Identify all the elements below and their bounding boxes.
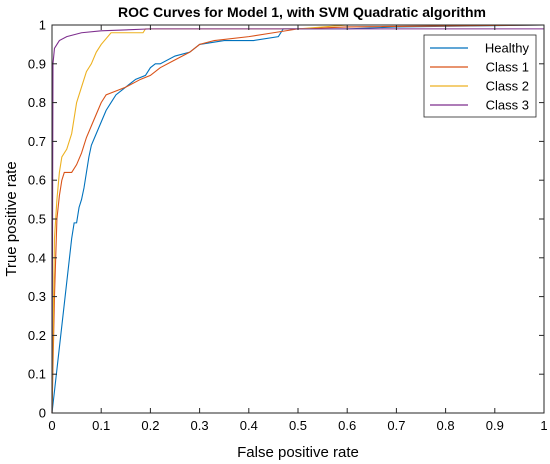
y-tick-label: 0.5 xyxy=(28,212,46,227)
x-tick-label: 0.2 xyxy=(141,418,159,433)
y-tick-label: 1 xyxy=(39,18,46,33)
legend-label: Class 1 xyxy=(486,60,529,75)
x-tick-label: 0.8 xyxy=(437,418,455,433)
series-line-class-1 xyxy=(51,24,545,414)
y-tick-label: 0.3 xyxy=(28,289,46,304)
x-tick-label: 1 xyxy=(540,418,547,433)
ticks-layer: 0 0.1 0.2 0.3 0.4 0.5 0.6 0.7 0.8 0.9 1 0 0.1 0.2 0.3 0… xyxy=(28,18,548,434)
x-axis-label: False positive rate xyxy=(237,444,359,461)
legend-items: Healthy Class 1 Class 2 Class 3 xyxy=(430,41,530,113)
x-tick-label: 0.7 xyxy=(387,418,405,433)
x-tick-label: 0.6 xyxy=(338,418,356,433)
legend-box xyxy=(423,34,537,118)
y-axis-label: True positive rate xyxy=(3,161,20,276)
y-tick-label: 0.9 xyxy=(28,56,46,71)
x-tick-label: 0.3 xyxy=(191,418,209,433)
legend: Healthy Class 1 Class 2 Class 3 xyxy=(423,34,537,118)
legend-label: Class 3 xyxy=(486,98,529,113)
legend-label: Healthy xyxy=(485,41,530,56)
x-tick-label: 0.5 xyxy=(289,418,307,433)
x-tick-label: 0.4 xyxy=(240,418,258,433)
y-tick-label: 0 xyxy=(39,406,46,421)
y-tick-label: 0.6 xyxy=(28,173,46,188)
y-tick-label: 0.7 xyxy=(28,134,46,149)
x-tick-label: 0.9 xyxy=(486,418,504,433)
y-tick-label: 0.8 xyxy=(28,95,46,110)
x-tick-label: 0.1 xyxy=(92,418,110,433)
y-tick-label: 0.4 xyxy=(28,250,46,265)
x-tick-label: 0 xyxy=(48,418,55,433)
legend-label: Class 2 xyxy=(486,79,529,94)
y-tick-label: 0.1 xyxy=(28,367,46,382)
chart-title: ROC Curves for Model 1, with SVM Quadrat… xyxy=(118,4,486,20)
y-tick-label: 0.2 xyxy=(28,328,46,343)
